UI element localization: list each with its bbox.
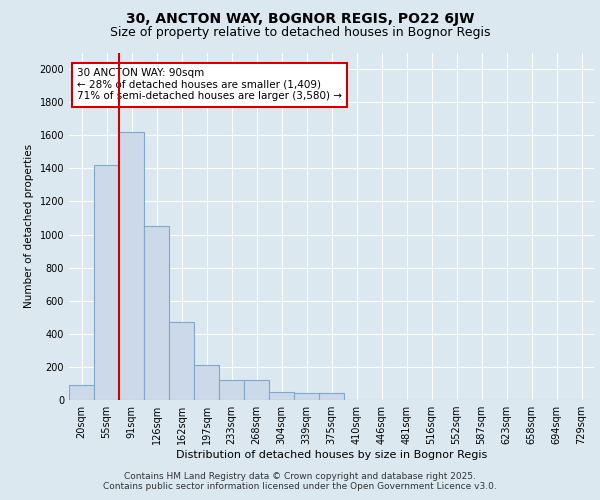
Bar (319, 394, 344, 400)
Y-axis label: Number of detached properties: Number of detached properties (24, 144, 34, 308)
Bar (244, 380, 269, 400)
X-axis label: Distribution of detached houses by size in Bognor Regis: Distribution of detached houses by size … (176, 450, 487, 460)
Text: 30 ANCTON WAY: 90sqm
← 28% of detached houses are smaller (1,409)
71% of semi-de: 30 ANCTON WAY: 90sqm ← 28% of detached h… (77, 68, 342, 102)
Bar (194, 365, 219, 400)
Bar (144, 226, 169, 400)
Bar (119, 132, 144, 400)
Bar (269, 392, 294, 400)
Text: Size of property relative to detached houses in Bognor Regis: Size of property relative to detached ho… (110, 26, 490, 39)
Bar (94, 165, 119, 400)
Bar (69, 385, 94, 400)
Bar (294, 394, 319, 400)
Text: 30, ANCTON WAY, BOGNOR REGIS, PO22 6JW: 30, ANCTON WAY, BOGNOR REGIS, PO22 6JW (126, 12, 474, 26)
Bar (169, 322, 194, 400)
Text: Contains HM Land Registry data © Crown copyright and database right 2025.
Contai: Contains HM Land Registry data © Crown c… (103, 472, 497, 491)
Bar (219, 380, 244, 400)
